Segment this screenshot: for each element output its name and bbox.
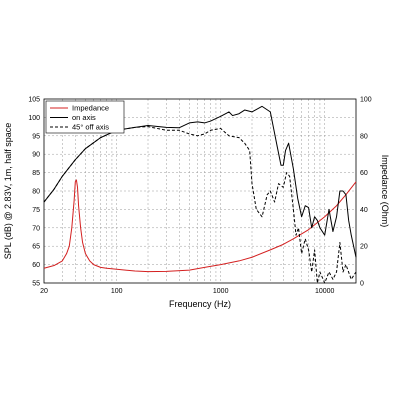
x-tick-label: 100 (111, 288, 123, 295)
y-right-tick-label: 80 (360, 133, 368, 140)
y-left-tick-label: 80 (32, 189, 40, 196)
x-tick-label: 1000 (213, 288, 229, 295)
series-line-impedance (43, 179, 357, 273)
legend-label-impedance: Impedance (72, 104, 109, 113)
y-left-tick-label: 70 (32, 225, 40, 232)
series-lines (43, 105, 357, 284)
y-left-tick-label: 55 (32, 281, 40, 288)
x-axis-title: Frequency (Hz) (169, 299, 231, 309)
y-right-tick-label: 20 (360, 244, 368, 251)
legend: Impedance on axis 45° off axis (45, 100, 125, 134)
y-right-tick-label: 40 (360, 207, 368, 214)
plot-frame (43, 98, 357, 284)
y-right-tick-label: 60 (360, 170, 368, 177)
y-left-tick-label: 95 (32, 133, 40, 140)
legend-label-on-axis: on axis (72, 113, 96, 122)
y-left-tick-label: 65 (32, 244, 40, 251)
y-left-tick-label: 85 (32, 170, 40, 177)
y-right-axis-title: Impedance (Ohm) (380, 155, 390, 228)
y-left-tick-label: 100 (28, 115, 40, 122)
y-left-tick-label: 90 (32, 152, 40, 159)
x-tick-label: 10000 (315, 288, 335, 295)
y-left-tick-label: 75 (32, 207, 40, 214)
y-left-tick-label: 105 (28, 97, 40, 104)
y-left-axis-title: SPL (dB) @ 2.83V, 1m, half space (3, 123, 13, 260)
series-line-45-off-axis (43, 126, 357, 284)
series-line-on-axis (43, 105, 357, 258)
y-right-tick-label: 0 (360, 281, 364, 288)
y-left-tick-label: 60 (32, 262, 40, 269)
legend-label-45-off-axis: 45° off axis (72, 123, 109, 132)
axis-ticks: 20 100 1000 10000 55 60 65 70 75 80 85 90 95 100 105 0 2… (28, 97, 371, 296)
x-tick-label: 20 (40, 288, 48, 295)
y-right-tick-label: 100 (360, 97, 372, 104)
grid (44, 99, 356, 283)
